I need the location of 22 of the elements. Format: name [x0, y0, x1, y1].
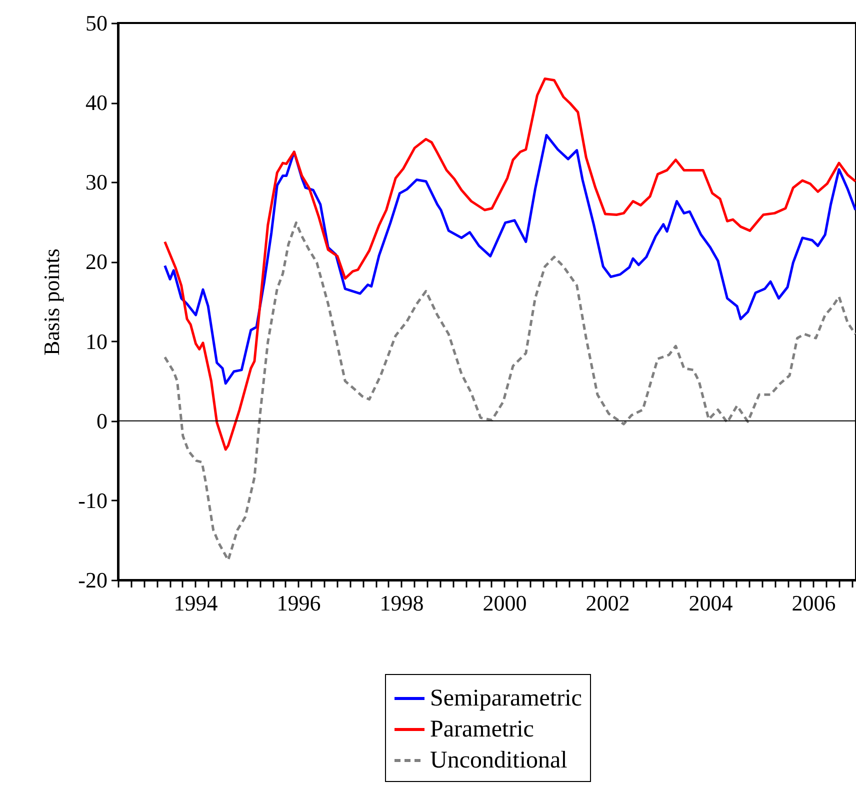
x-tick-label: 2000 [482, 590, 527, 616]
y-tick-label: 40 [86, 90, 108, 116]
line-series [164, 134, 856, 385]
x-tick-label: 1996 [276, 590, 321, 616]
y-axis-title: Basis points [39, 248, 64, 356]
y-tick-label: 10 [86, 328, 108, 354]
legend-label: Parametric [430, 716, 534, 742]
y-tick-label: 0 [96, 408, 108, 434]
legend-label: Semiparametric [430, 686, 582, 712]
x-tick-label: 1994 [174, 590, 218, 616]
x-tick-label: 1998 [380, 590, 424, 616]
x-tick-label: 2002 [586, 590, 630, 616]
line-series [164, 221, 856, 562]
y-tick-label: 20 [86, 249, 108, 274]
y-tick-label: -20 [78, 568, 108, 592]
y-tick-label: 50 [86, 10, 108, 36]
x-tick-label: 2004 [688, 590, 733, 616]
x-tick-label: 2006 [792, 590, 836, 616]
y-tick-label: 30 [86, 170, 108, 195]
y-tick-label: -10 [78, 488, 108, 513]
line-series [164, 77, 856, 451]
legend-label: Unconditional [430, 748, 568, 774]
